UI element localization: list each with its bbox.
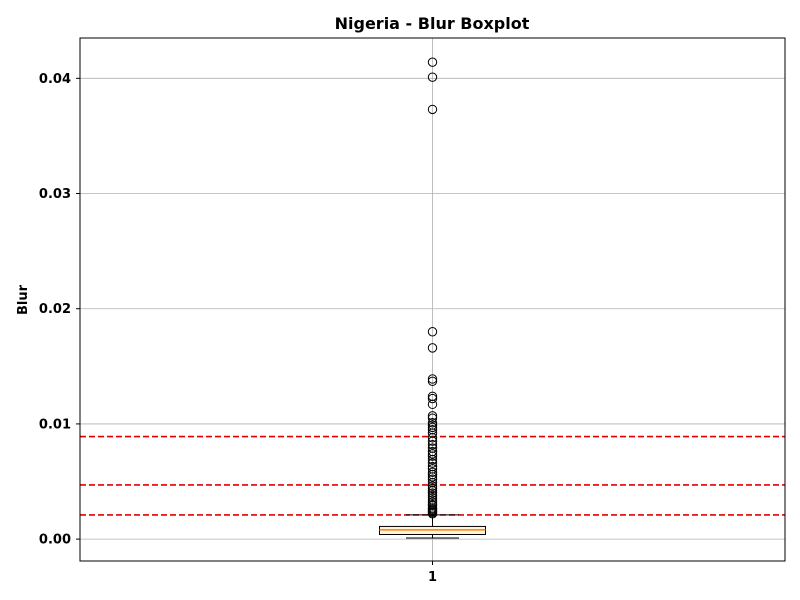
outlier-point xyxy=(427,422,438,433)
grid xyxy=(80,38,785,561)
outlier-point xyxy=(427,411,438,421)
outlier-point xyxy=(427,509,438,519)
y-tick-label: 0.01 xyxy=(39,417,71,432)
outlier-point xyxy=(427,343,438,353)
y-axis-label: Blur xyxy=(16,284,31,315)
outlier-point xyxy=(427,374,438,384)
y-tick-label: 0.04 xyxy=(39,72,71,87)
outlier-point xyxy=(427,458,438,468)
outlier-point xyxy=(427,439,438,450)
y-tick-label: 0.02 xyxy=(39,302,71,317)
outlier-point xyxy=(427,413,438,423)
y-tick-label: 0.00 xyxy=(39,533,71,548)
outlier-point xyxy=(427,399,438,410)
outlier-point xyxy=(427,436,438,446)
x-tick-label: 1 xyxy=(428,570,437,585)
y-axis-ticks: 0.00 0.01 0.02 0.03 0.04 xyxy=(39,72,80,548)
outlier-point xyxy=(427,488,438,498)
outlier-point xyxy=(427,449,438,459)
outlier-point xyxy=(427,481,438,491)
outlier-point xyxy=(427,327,438,337)
outlier-point xyxy=(427,472,438,482)
outlier-point xyxy=(427,474,438,484)
outlier-point xyxy=(427,57,438,67)
outlier-point xyxy=(427,376,438,386)
outlier-point xyxy=(427,454,438,465)
outlier-point xyxy=(427,490,438,501)
outlier-point xyxy=(427,467,438,477)
outlier-point xyxy=(427,486,438,496)
outlier-point xyxy=(427,104,438,115)
y-tick-label: 0.03 xyxy=(39,187,71,202)
outlier-point xyxy=(427,433,438,443)
chart-title: Nigeria - Blur Boxplot xyxy=(335,14,530,33)
outlier-points xyxy=(427,57,438,519)
x-axis-ticks: 1 xyxy=(428,561,437,585)
outlier-point xyxy=(427,72,438,82)
outlier-point xyxy=(427,393,438,404)
outlier-point xyxy=(427,451,438,461)
outlier-point xyxy=(427,418,438,428)
outlier-point xyxy=(427,483,438,494)
